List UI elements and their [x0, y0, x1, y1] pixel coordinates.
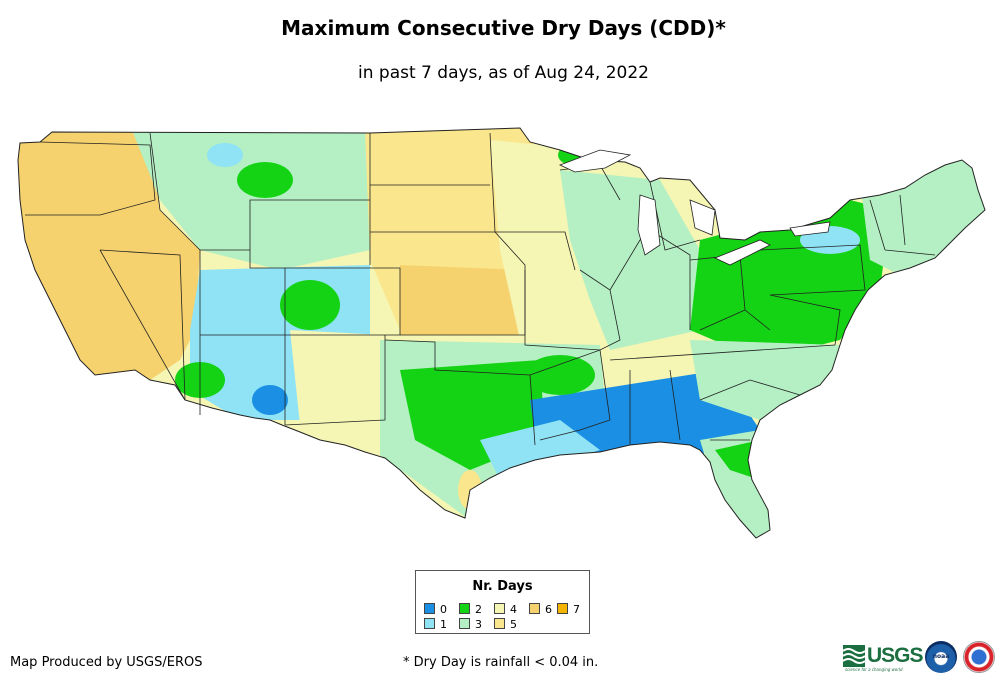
map-credit: Map Produced by USGS/EROS [10, 655, 203, 670]
legend-swatch [424, 603, 435, 614]
border-new-england [869, 194, 936, 256]
zone-great-lakes-3-days [560, 170, 700, 350]
border-ohio [689, 254, 746, 331]
legend-label: 6 [545, 603, 552, 616]
usgs-logo-text: USGS [867, 644, 924, 667]
border-minnesota-iowa [489, 132, 576, 271]
border-dakotas [369, 133, 495, 265]
border-georgia-carolina [699, 379, 801, 441]
zone-gulf-1-day [480, 420, 600, 480]
border-utah [199, 250, 286, 336]
legend-item-6: 6 [529, 603, 552, 616]
lake-superior [558, 149, 632, 173]
legend-label: 0 [440, 603, 447, 616]
noaa-logo-text: noaa [932, 653, 950, 660]
legend-swatch [424, 618, 435, 629]
map-title: Maximum Consecutive Dry Days (CDD)* [281, 16, 726, 40]
great-lakes [558, 149, 831, 266]
legend-label: 3 [475, 618, 482, 631]
border-oklahoma-texas [384, 339, 536, 446]
legend-swatch [494, 603, 505, 614]
legend-item-4: 4 [494, 603, 517, 616]
legend-swatch [529, 603, 540, 614]
legend-item-2: 2 [459, 603, 482, 616]
patch-0-days [605, 392, 695, 428]
border-idaho-montana [149, 132, 370, 251]
lake-erie [713, 239, 771, 266]
legend-title: Nr. Days [472, 579, 533, 594]
zone-mid-atlantic-2-days [690, 200, 890, 360]
usgs-wave-icon [843, 645, 865, 667]
legend-swatch [459, 603, 470, 614]
border-oregon [25, 141, 156, 216]
map-subtitle: in past 7 days, as of Aug 24, 2022 [358, 63, 649, 83]
zone-florida-2-days [715, 440, 760, 480]
legend-swatch [459, 618, 470, 629]
border-missouri [524, 269, 621, 351]
legend-item-1: 1 [424, 618, 447, 631]
border-nevada [99, 249, 186, 401]
border-colorado [285, 267, 401, 336]
legend-label: 5 [510, 618, 517, 631]
border-tennessee-south [609, 344, 836, 445]
nws-logo [963, 641, 995, 673]
legend-item-7: 7 [557, 603, 580, 616]
patch-6-days [400, 290, 480, 310]
border-new-mexico [284, 335, 386, 426]
border-arkansas-louisiana [529, 349, 611, 441]
lake-huron [689, 199, 716, 236]
patch-2-days [237, 162, 293, 198]
legend-label: 7 [573, 603, 580, 616]
legend-item-5: 5 [494, 618, 517, 631]
legend-item-3: 3 [459, 618, 482, 631]
zone-new-england-3-days [860, 150, 985, 275]
border-pennsylvania [759, 244, 866, 296]
patch-0-days [252, 385, 288, 415]
zone-new-mexico-4-days [290, 330, 385, 425]
legend-label: 4 [510, 603, 517, 616]
legend-label: 1 [440, 618, 447, 631]
patch-1-day [207, 143, 243, 167]
border-california [99, 249, 186, 401]
legend-swatch [557, 603, 568, 614]
legend-item-0: 0 [424, 603, 447, 616]
dry-day-footnote: * Dry Day is rainfall < 0.04 in. [403, 655, 599, 670]
usgs-logo: USGS science for a changing world [843, 643, 924, 672]
legend-swatch [494, 618, 505, 629]
border-arizona [199, 335, 286, 425]
usgs-tagline: science for a changing world [845, 667, 903, 672]
noaa-logo: noaa [925, 641, 957, 673]
border-virginia [744, 294, 841, 346]
lake-michigan [637, 194, 661, 256]
patch-2-days [525, 355, 595, 395]
patch-2-days [280, 280, 340, 330]
legend: Nr. Days 0 1 2 3 4 5 6 7 [415, 570, 590, 634]
legend-label: 2 [475, 603, 482, 616]
cdd-raster [18, 128, 985, 538]
lake-ontario [789, 221, 831, 237]
